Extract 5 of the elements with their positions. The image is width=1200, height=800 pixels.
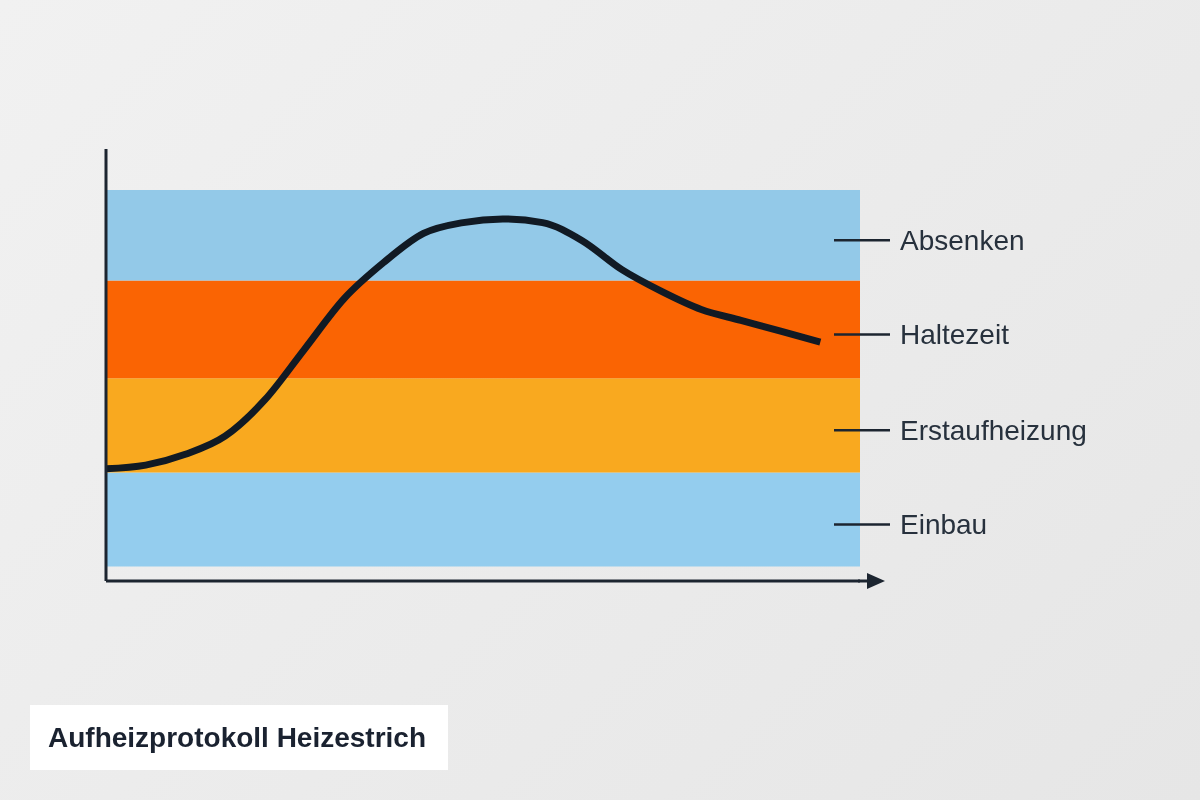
band-label: Haltezeit [900,318,1010,350]
band-label: Erstaufheizung [900,414,1087,446]
band-label: Einbau [900,508,988,540]
text: Aufheizprotokoll Heizestrich [30,705,449,770]
band-label: Absenken [900,224,1025,256]
